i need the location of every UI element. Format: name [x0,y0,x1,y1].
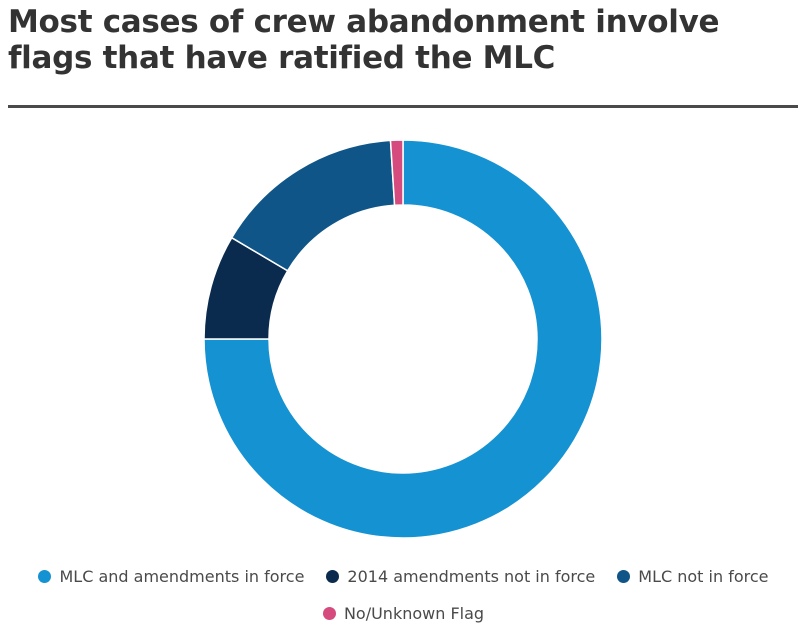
chart-legend-row-2: No/Unknown Flag [0,601,807,625]
legend-swatch-mlc-not-in-force [617,569,631,583]
legend-swatch-mlc-and-amendments [38,569,52,583]
legend-label-2014-amendments: 2014 amendments not in force [347,566,596,586]
legend-item-mlc-not-in-force: MLC not in force [617,566,769,586]
chart-legend: MLC and amendments in force 2014 amendme… [0,564,807,588]
donut-slice-mlc-and-amendments [203,139,603,539]
donut-slice-no-unknown-flag [389,139,404,207]
donut-slice-mlc-not-in-force [230,139,396,272]
chart-title: Most cases of crew abandonment involve f… [8,4,720,76]
legend-label-mlc-not-in-force: MLC not in force [638,566,769,586]
legend-swatch-2014-amendments [326,569,340,583]
legend-item-2014-amendments: 2014 amendments not in force [326,567,595,586]
legend-item-mlc-and-amendments: MLC and amendments in force [38,567,304,586]
legend-item-no-unknown-flag: No/Unknown Flag [322,603,485,623]
title-divider [8,105,798,108]
legend-label-no-unknown-flag: No/Unknown Flag [343,603,485,623]
legend-swatch-no-unknown-flag [322,606,336,620]
legend-label-mlc-and-amendments: MLC and amendments in force [59,566,305,586]
